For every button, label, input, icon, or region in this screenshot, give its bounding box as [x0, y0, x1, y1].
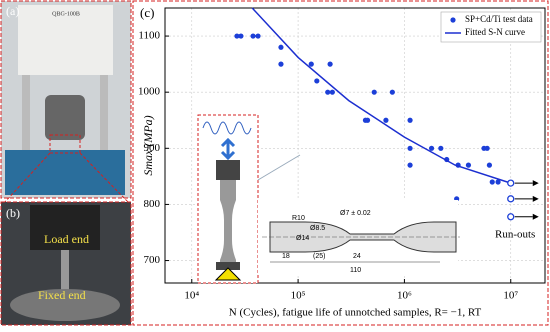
y-tick-label: 1000: [138, 86, 161, 98]
specimen-inset: [197, 114, 301, 284]
run-out-point: [507, 213, 515, 221]
photo-b: (b) Load end Fixed end: [0, 201, 132, 326]
dim-label: 110: [350, 267, 361, 274]
data-point: [486, 162, 493, 168]
dim-label: 18: [282, 253, 290, 260]
grip: [45, 95, 85, 140]
data-point: [314, 78, 320, 84]
data-point: [389, 89, 395, 95]
data-point: [364, 117, 371, 123]
y-axis-label: Smax (MPa): [141, 115, 155, 175]
connector: [257, 154, 301, 181]
column: [100, 75, 108, 160]
data-point: [495, 179, 501, 185]
y-tick-label: 900: [144, 142, 161, 154]
data-point: [238, 33, 244, 39]
lower-grip: [10, 289, 120, 321]
data-point: [255, 33, 261, 39]
data-point: [308, 61, 314, 67]
x-tick-label: 10⁴: [184, 290, 199, 302]
data-point: [407, 145, 413, 151]
legend-label: SP+Cd/Ti test data: [465, 14, 533, 24]
label: Fixed end: [38, 288, 86, 302]
specimen: [220, 180, 236, 264]
label: Load end: [44, 232, 89, 246]
panel-label: (c): [140, 5, 154, 20]
panel-label: (a): [6, 4, 19, 18]
run-out-point: [507, 195, 515, 203]
panel-label: (b): [6, 206, 20, 220]
data-point: [371, 89, 377, 95]
x-tick-label: 10⁶: [397, 290, 412, 302]
data-point: [428, 145, 435, 151]
photo-a: (a) QBG-100B: [0, 0, 132, 199]
highlight: [49, 134, 81, 154]
plot-frame: [164, 7, 546, 284]
dim-label: 24: [353, 253, 361, 260]
data-point: [383, 117, 389, 123]
data-point: [234, 33, 240, 39]
arrow-head: [532, 180, 539, 187]
data-point: [407, 162, 413, 168]
dim-label: Ø8.5: [310, 225, 325, 232]
data-point: [438, 145, 444, 151]
arrow: [220, 137, 236, 161]
panel-frame: [132, 0, 549, 326]
connector: [79, 152, 129, 203]
data-point: [489, 179, 495, 185]
column: [22, 75, 30, 160]
fitted-curve: [251, 7, 511, 184]
grip: [216, 262, 240, 270]
data-point: [329, 89, 335, 95]
machine-base: [5, 150, 125, 195]
data-point: [465, 162, 472, 168]
arrow-head: [532, 195, 539, 202]
data-point: [484, 145, 490, 151]
connector: [4, 152, 51, 203]
technical-drawing: Ø7 ± 0.02 R10 Ø14 Ø8.5 18 (25) 24 110: [258, 200, 460, 275]
x-axis-label: N (Cycles), fatigue life of unnotched sa…: [229, 307, 482, 319]
specimen: [61, 250, 69, 290]
legend-label: Fitted S-N curve: [465, 27, 525, 37]
support: [214, 267, 242, 281]
legend-swatch: [450, 17, 456, 23]
x-tick-label: 10⁵: [291, 290, 306, 302]
arrow-head: [532, 213, 539, 220]
dim-label: Ø7 ± 0.02: [340, 210, 371, 217]
data-point: [278, 61, 284, 67]
data-point: [327, 61, 333, 67]
data-point: [278, 44, 284, 50]
legend-box: [440, 11, 542, 43]
x-tick-label: 10⁷: [503, 290, 518, 302]
machine-head: [18, 5, 113, 75]
data-point: [250, 33, 256, 39]
y-tick-label: 1100: [138, 30, 160, 42]
grip: [216, 160, 240, 180]
machine-label: QBG-100B: [52, 11, 80, 17]
run-out-point: [507, 179, 515, 187]
wave: [202, 121, 252, 135]
upper-grip: [30, 205, 100, 250]
y-tick-label: 700: [144, 254, 161, 266]
dim-label: (25): [313, 253, 325, 260]
annotation: Run-outs: [495, 229, 535, 241]
data-point: [407, 117, 413, 123]
data-point: [325, 89, 331, 95]
y-tick-label: 800: [144, 198, 161, 210]
dim-label: R10: [292, 215, 305, 222]
dim-label: Ø14: [296, 235, 309, 242]
